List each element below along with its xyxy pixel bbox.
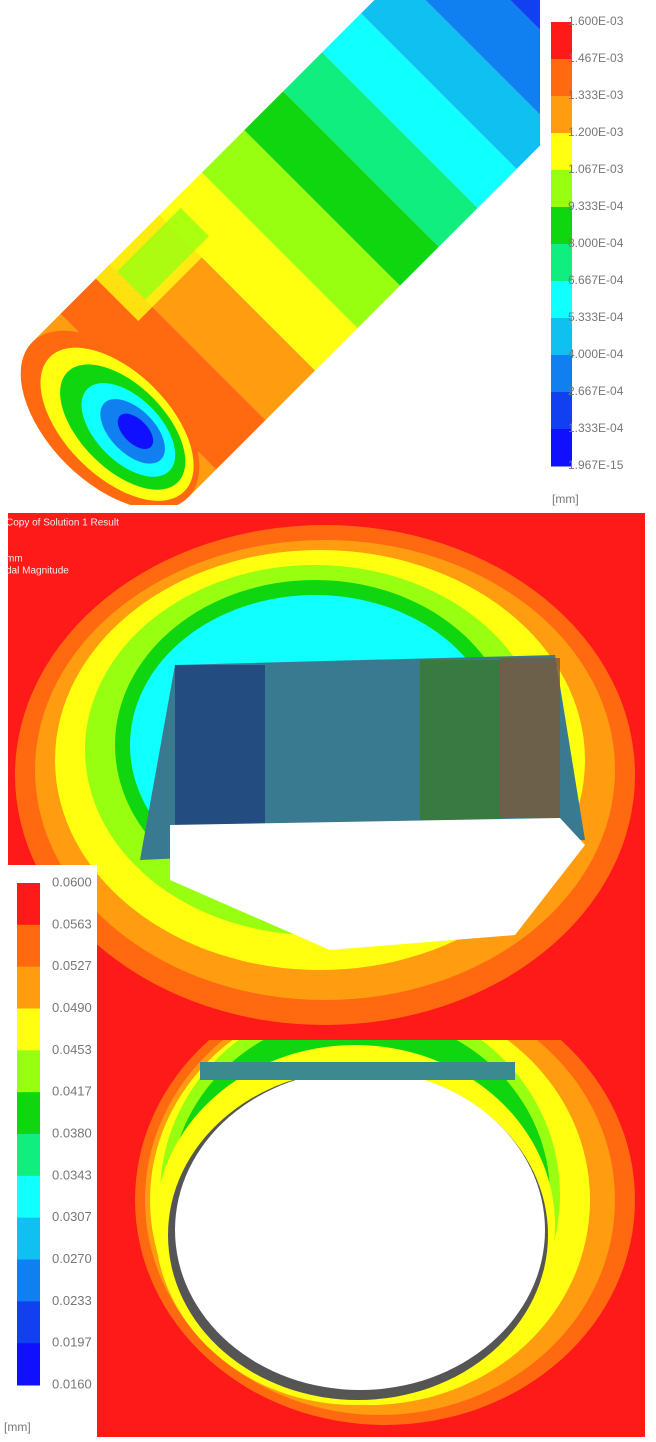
legend-label: 1.967E-15 — [568, 458, 624, 472]
legend-label: 8.000E-04 — [568, 236, 624, 250]
legend-label: 1.467E-03 — [568, 51, 624, 65]
top-legend: 1.600E-03 1.467E-03 1.333E-03 1.200E-03 1.06… — [551, 14, 624, 472]
legend-band — [17, 1134, 40, 1176]
legend-label: 6.667E-04 — [568, 273, 624, 287]
legend-band — [17, 883, 40, 925]
hole-view — [8, 513, 645, 1040]
legend-band — [17, 1260, 40, 1302]
legend-band — [17, 1092, 40, 1134]
overlay-line: dal Magnitude — [6, 566, 69, 577]
legend-label: 0.0417 — [52, 1084, 92, 1099]
legend-label: 1.600E-03 — [568, 14, 624, 28]
legend-band — [17, 1218, 40, 1260]
legend-label: 9.333E-04 — [568, 199, 624, 213]
scene: 1.600E-03 1.467E-03 1.333E-03 1.200E-03 1.06… — [0, 0, 656, 1437]
legend-label: 5.333E-04 — [568, 310, 624, 324]
legend-label: 0.0600 — [52, 874, 92, 889]
legend-label: 1.333E-03 — [568, 88, 624, 102]
legend-unit: [mm] — [4, 1420, 31, 1434]
legend-label: 0.0233 — [52, 1293, 92, 1308]
legend-band — [17, 925, 40, 967]
overlay-line: mm — [6, 554, 23, 565]
overlay-line: Copy of Solution 1 Result — [6, 518, 119, 529]
legend-band — [17, 1009, 40, 1051]
legend-label: 1.067E-03 — [568, 162, 624, 176]
legend-label: 0.0380 — [52, 1125, 92, 1140]
legend-label: 0.0160 — [52, 1376, 92, 1391]
legend-label: 0.0563 — [52, 916, 92, 931]
legend-band — [17, 1343, 40, 1385]
legend-label: 1.200E-03 — [568, 125, 624, 139]
legend-label: 2.667E-04 — [568, 384, 624, 398]
legend-label: 0.0453 — [52, 1042, 92, 1057]
legend-band — [17, 1176, 40, 1218]
legend-label: 4.000E-04 — [568, 347, 624, 361]
legend-label: 0.0270 — [52, 1251, 92, 1266]
legend-label: 0.0307 — [52, 1209, 92, 1224]
legend-label: 1.333E-04 — [568, 421, 624, 435]
legend-label: 0.0527 — [52, 958, 92, 973]
bore-view — [97, 975, 645, 1437]
legend-band — [17, 1301, 40, 1343]
legend-band — [17, 1050, 40, 1092]
legend-label: 0.0343 — [52, 1167, 92, 1182]
legend-label: 0.0197 — [52, 1335, 92, 1350]
legend-unit: [mm] — [552, 492, 579, 506]
legend-band — [17, 967, 40, 1009]
legend-label: 0.0490 — [52, 1000, 92, 1015]
